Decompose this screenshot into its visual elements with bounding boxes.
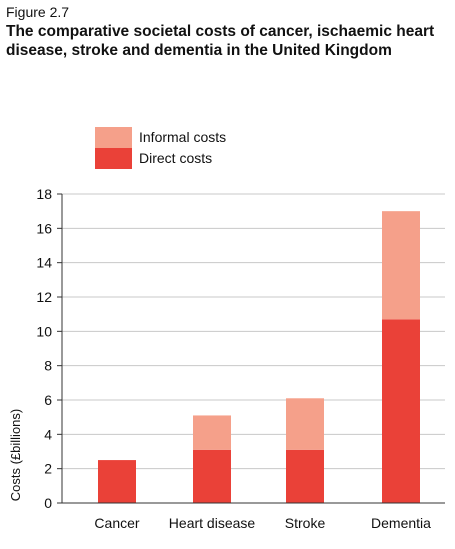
- x-category-label: Heart disease: [169, 515, 256, 531]
- figure-title: The comparative societal costs of cancer…: [6, 23, 435, 59]
- y-tick-label: 2: [44, 461, 52, 477]
- bar-informal-dementia: [382, 211, 420, 320]
- bar-informal-stroke: [286, 398, 324, 450]
- legend-swatch-direct: [95, 148, 132, 169]
- bar-informal-heart-disease: [193, 415, 231, 450]
- y-tick-label: 10: [36, 323, 52, 339]
- figure-label: Figure 2.7: [6, 4, 70, 20]
- bar-direct-cancer: [98, 460, 136, 503]
- bar-direct-stroke: [286, 449, 324, 503]
- y-tick-label: 18: [36, 186, 52, 202]
- y-tick-label: 12: [36, 289, 52, 305]
- y-tick-label: 14: [36, 255, 52, 271]
- y-axis-label: Costs (£billions): [8, 409, 23, 501]
- x-category-label: Dementia: [371, 515, 431, 531]
- legend-swatch-informal: [95, 127, 132, 148]
- y-tick-label: 0: [44, 495, 52, 511]
- y-tick-label: 16: [36, 220, 52, 236]
- y-tick-label: 8: [44, 358, 52, 374]
- x-category-label: Cancer: [94, 515, 139, 531]
- bar-direct-heart-disease: [193, 449, 231, 503]
- legend-label-direct: Direct costs: [139, 150, 212, 166]
- bar-direct-dementia: [382, 319, 420, 503]
- x-category-label: Stroke: [285, 515, 326, 531]
- legend-label-informal: Informal costs: [139, 129, 226, 145]
- y-tick-label: 4: [44, 426, 52, 442]
- y-tick-label: 6: [44, 392, 52, 408]
